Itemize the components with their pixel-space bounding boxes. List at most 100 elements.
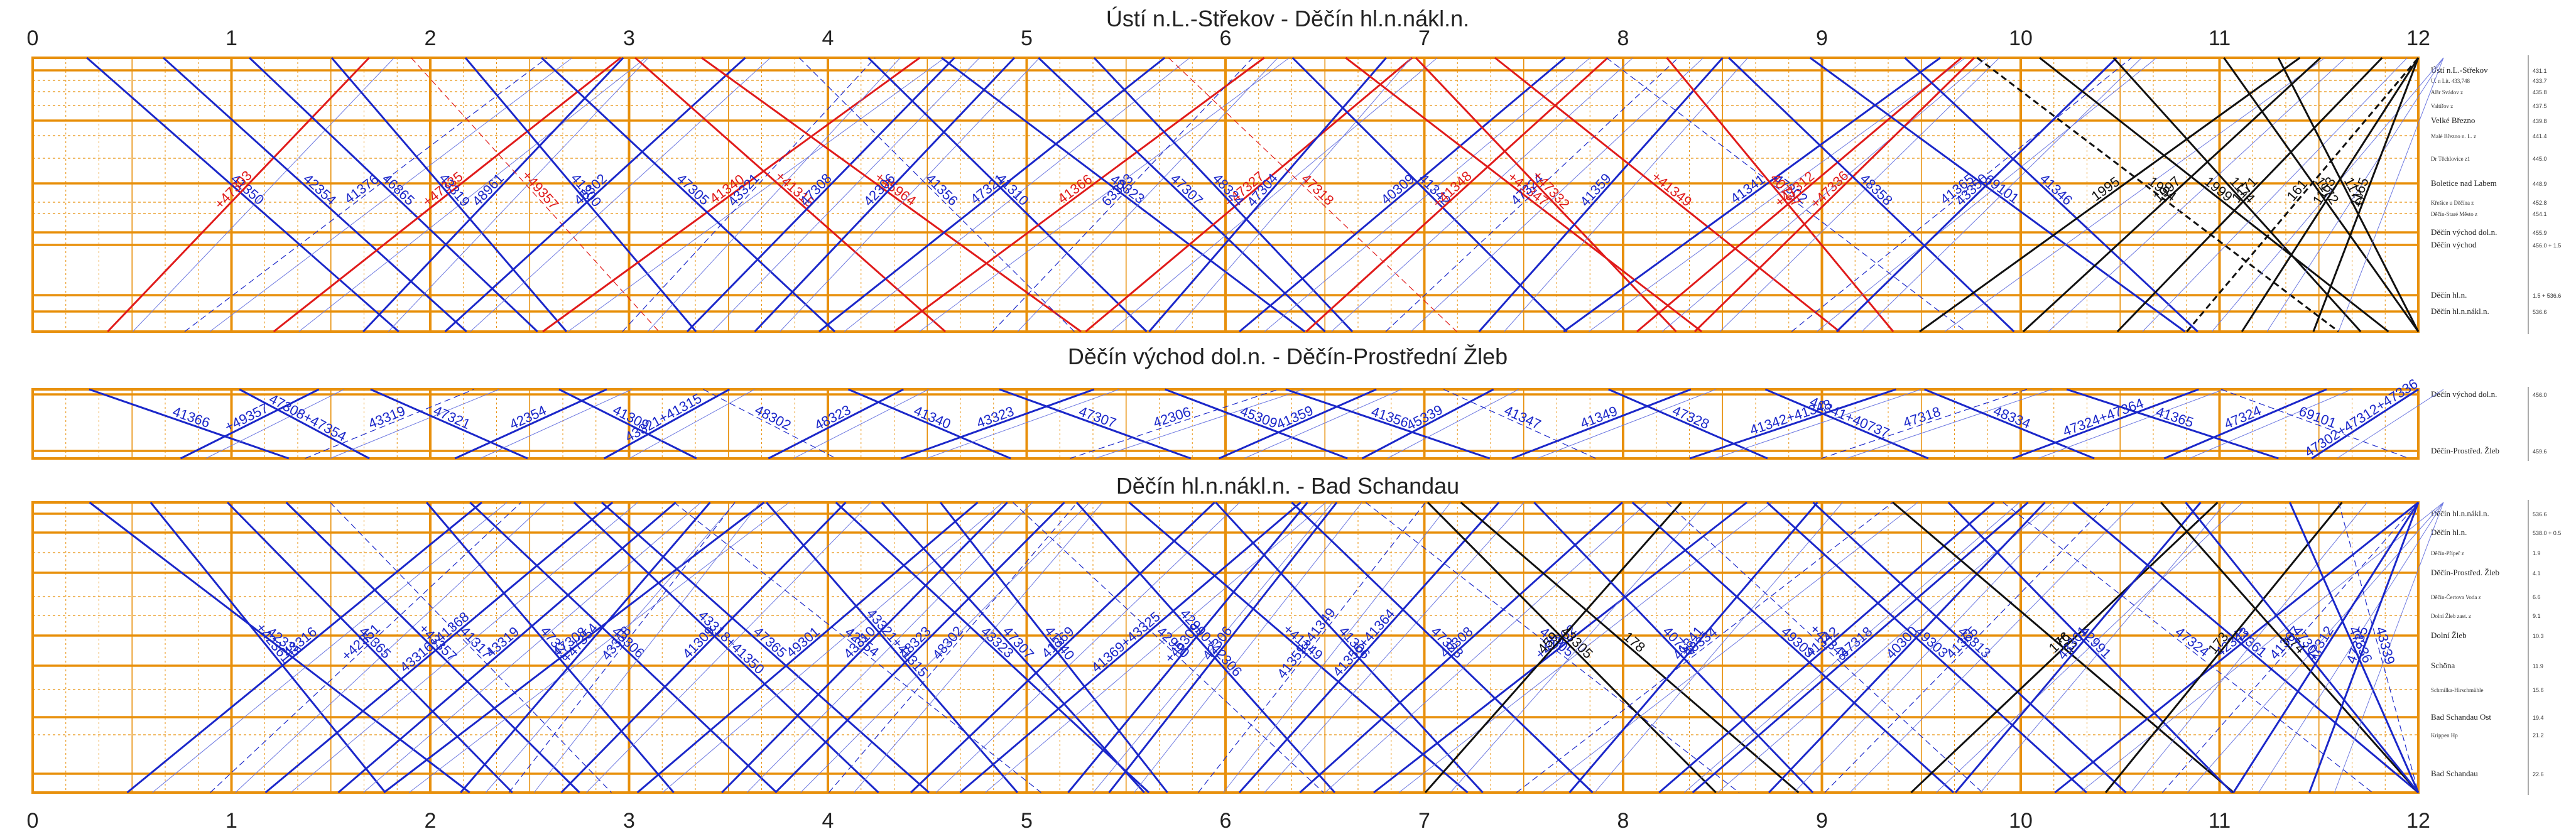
- train-path: [647, 57, 901, 332]
- train-path: [567, 57, 945, 332]
- train-path: [828, 502, 1078, 793]
- station-name: Děčín hl.n.: [2431, 528, 2467, 537]
- train-path: [1764, 388, 1929, 460]
- train-path: [1631, 501, 1955, 794]
- station-name: Děčín-Přípeř z: [2431, 550, 2464, 556]
- train-path: [485, 502, 736, 793]
- train-path: [2266, 57, 2444, 332]
- train-path: [1291, 57, 1568, 333]
- station-km: 456.0: [2533, 392, 2547, 398]
- train-path: [2161, 502, 2419, 793]
- train-path: [1017, 57, 1278, 332]
- station-name: Děčín-Prostřed. Žleb: [2431, 568, 2499, 577]
- train-path: [285, 501, 580, 794]
- train-path: [1563, 57, 1941, 333]
- train-path: [1636, 57, 1962, 333]
- hour-label-top: 4: [822, 26, 834, 50]
- station-km: 22.6: [2533, 771, 2544, 777]
- train-path: [1693, 57, 1975, 333]
- train-path: [939, 502, 1168, 793]
- train-path: [1387, 389, 1519, 459]
- train-path: [1904, 57, 2198, 333]
- hour-label-top: 5: [1021, 26, 1033, 50]
- train-path: [2072, 501, 2419, 794]
- hour-label-bottom: 1: [226, 809, 237, 833]
- station-km: 445.0: [2533, 156, 2547, 162]
- train-path: [774, 501, 1065, 794]
- train-path: [604, 388, 731, 460]
- train-path: [941, 57, 1306, 333]
- station-name: Schöna: [2431, 661, 2455, 670]
- train-path: [766, 502, 1018, 793]
- train-path: [573, 501, 879, 794]
- train-path: [1666, 57, 1894, 332]
- train-path: [2080, 502, 2444, 793]
- train-path: [469, 501, 778, 794]
- station-km: 1.5 + 536.6: [2533, 293, 2561, 299]
- train-path: [383, 501, 765, 794]
- hour-label-top: 1: [226, 26, 237, 50]
- train-path: [2212, 57, 2444, 332]
- hour-label-top: 2: [425, 26, 437, 50]
- hour-label-bottom: 11: [2209, 809, 2231, 833]
- train-path: [444, 57, 746, 333]
- train-path: [2022, 57, 2322, 333]
- hour-label-bottom: 7: [1418, 809, 1430, 833]
- train-path: [1299, 501, 1623, 794]
- hour-label-bottom: 2: [425, 809, 437, 833]
- hour-label-bottom: 10: [2009, 809, 2033, 833]
- station-km: 459.6: [2533, 448, 2547, 455]
- train-path: [893, 57, 1265, 333]
- train-path: [985, 502, 1327, 793]
- train-path: [560, 501, 847, 794]
- train-path: [1824, 502, 2110, 793]
- train-path: [2220, 389, 2410, 459]
- train-path: [1325, 502, 1648, 793]
- train-path: [330, 502, 612, 793]
- train-path: [235, 502, 547, 793]
- train-path: [634, 57, 947, 333]
- train-path: [721, 501, 1008, 794]
- train-path: [854, 502, 1103, 793]
- station-name: Krippen Hp: [2431, 732, 2458, 739]
- train-path: [1478, 57, 1724, 332]
- train-path: [1331, 57, 1633, 332]
- train-path: [2142, 57, 2408, 332]
- train-path: [2066, 388, 2279, 460]
- station-km: 11.9: [2533, 663, 2543, 669]
- station-name: Dr Těchlovice z1: [2431, 156, 2470, 162]
- train-path: [227, 501, 513, 794]
- train-path: [464, 57, 697, 332]
- train-path: [919, 57, 1290, 332]
- train-path: [2289, 502, 2420, 793]
- train-path: [533, 502, 761, 793]
- train-path: [2003, 502, 2373, 793]
- train-path: [1536, 389, 1717, 459]
- train-path: [2336, 389, 2444, 459]
- station-name: Malé Březno n. L. z: [2431, 133, 2476, 139]
- station-name: ABr Svádov z: [2431, 89, 2463, 95]
- train-path: [133, 57, 394, 332]
- train-path: [1541, 502, 1918, 793]
- train-path: [1134, 502, 1362, 793]
- train-path: [703, 389, 837, 459]
- train-path: [881, 501, 1145, 794]
- train-path: [1345, 57, 1703, 333]
- station-name: Děčín-Prostřed. Žleb: [2431, 446, 2499, 455]
- train-path: [1085, 57, 1413, 333]
- train-path: [1608, 388, 1768, 460]
- station-km: 6.6: [2533, 594, 2541, 600]
- train-path: [1606, 57, 1967, 332]
- station-km: 441.4: [2533, 133, 2547, 139]
- train-path: [541, 57, 836, 333]
- station-name: Děčín hl.n.nákl.n.: [2431, 509, 2489, 518]
- train-path: [1013, 502, 1324, 793]
- train-path: [107, 57, 370, 333]
- train-path: [1821, 389, 2028, 459]
- train-path: [1093, 502, 1333, 793]
- train-path: [1305, 57, 1609, 333]
- station-name: Děčín-Čertova Voda z: [2431, 594, 2481, 600]
- train-path: [298, 57, 646, 332]
- train-path: [754, 57, 1016, 333]
- train-path: [1168, 57, 1457, 332]
